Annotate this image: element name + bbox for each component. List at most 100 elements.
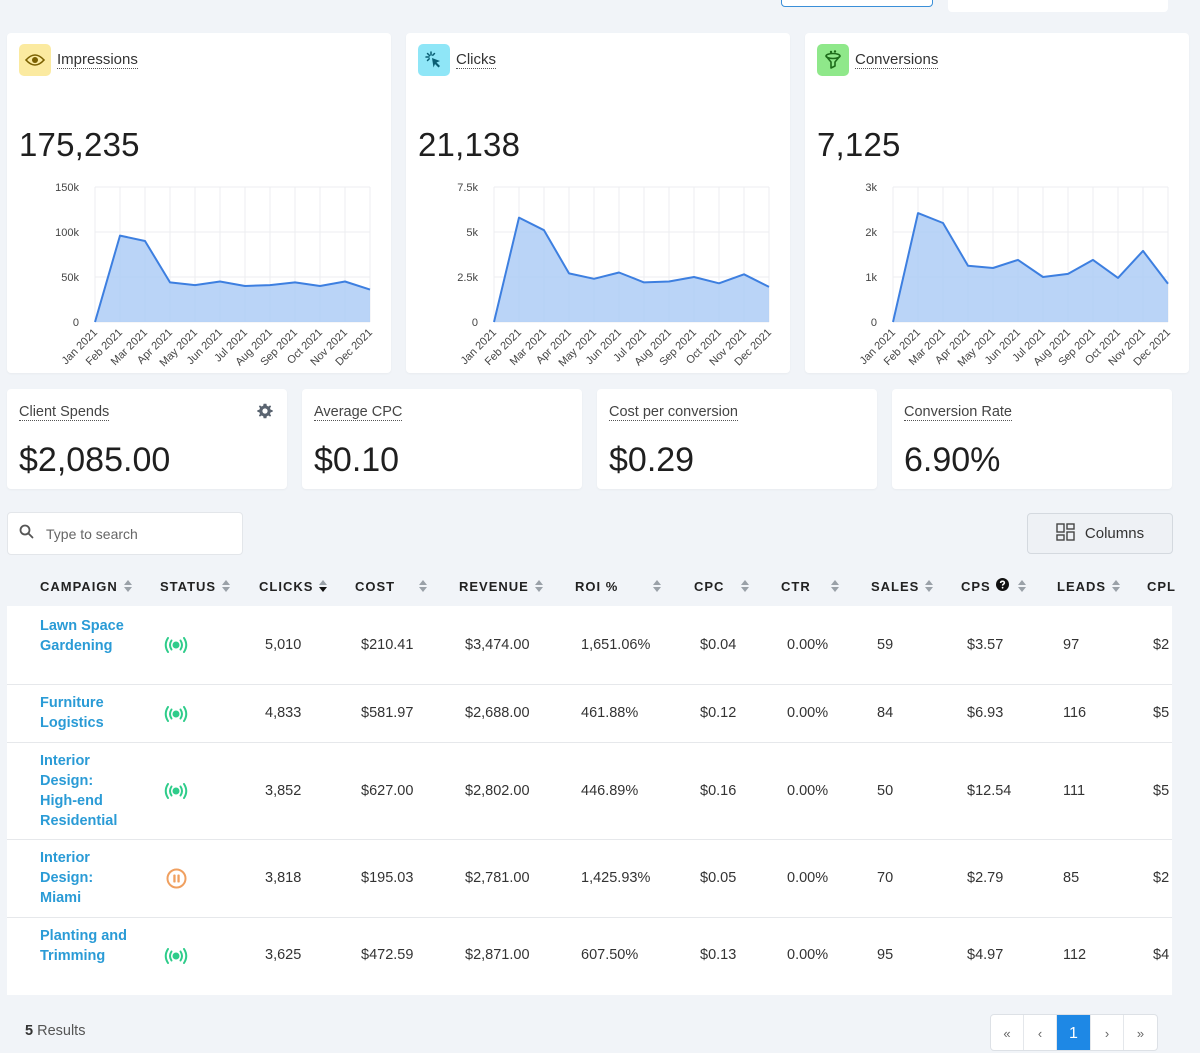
y-tick-label: 2.5k <box>457 272 478 284</box>
top-action-button[interactable] <box>781 0 933 7</box>
y-tick-label: 0 <box>871 317 877 329</box>
conversions-card: Conversions 7,125 3k 2k 1k 0 Jan 2021 Feb 202… <box>805 33 1189 373</box>
client-spends-label[interactable]: Client Spends <box>19 404 110 421</box>
campaign-link[interactable]: Interior Design: High-end Residential <box>40 753 118 829</box>
prev-page-button[interactable]: ‹ <box>1024 1015 1057 1050</box>
sort-icon <box>222 580 231 592</box>
campaign-link[interactable]: Interior Design: Miami <box>40 850 94 906</box>
search-icon <box>19 524 34 544</box>
header-ctr[interactable]: CTR <box>781 566 839 606</box>
average-cpc-card: Average CPC $0.10 <box>302 389 582 489</box>
conversions-title[interactable]: Conversions <box>855 51 939 69</box>
sort-icon <box>653 580 661 592</box>
area-fill <box>893 213 1168 322</box>
campaign-link[interactable]: Furniture Logistics <box>40 695 104 731</box>
revenue-cell: $2,688.00 <box>465 705 530 721</box>
roi-cell: 607.50% <box>581 947 639 963</box>
header-cpl[interactable]: CPL <box>1147 566 1176 606</box>
impressions-title[interactable]: Impressions <box>57 51 138 69</box>
header-cpc[interactable]: CPC <box>694 566 749 606</box>
cps-cell: $4.97 <box>967 947 1004 963</box>
header-clicks[interactable]: CLICKS <box>259 566 328 606</box>
first-page-button[interactable]: « <box>991 1015 1024 1050</box>
table-row: Furniture Logistics 4,833 $581.97 $2,688… <box>7 685 1172 743</box>
last-page-button[interactable]: » <box>1136 1026 1145 1041</box>
cost-cell: $195.03 <box>361 870 414 886</box>
cursor-click-icon <box>418 44 450 76</box>
gear-icon[interactable] <box>257 403 273 424</box>
ctr-cell: 0.00% <box>787 947 829 963</box>
clicks-cell: 3,818 <box>265 870 302 886</box>
series-line <box>493 216 770 323</box>
table-row: Lawn Space Gardening 5,010 $210.41 $3,47… <box>7 606 1172 685</box>
sort-icon <box>419 580 427 592</box>
y-tick-label: 150k <box>55 182 79 194</box>
y-tick-label: 1k <box>865 272 877 284</box>
revenue-cell: $2,781.00 <box>465 870 530 886</box>
y-tick-label: 100k <box>55 227 79 239</box>
clicks-cell: 4,833 <box>265 705 302 721</box>
leads-cell: 97 <box>1063 637 1080 653</box>
cost-cell: $210.41 <box>361 637 414 653</box>
header-status[interactable]: STATUS <box>160 566 231 606</box>
y-tick-label: 5k <box>466 227 478 239</box>
y-tick-label: 0 <box>73 317 79 329</box>
cost-per-conversion-label[interactable]: Cost per conversion <box>609 404 738 421</box>
ctr-cell: 0.00% <box>787 783 829 799</box>
active-status-icon <box>164 782 188 805</box>
results-label: Results <box>37 1023 86 1039</box>
cpc-cell: $0.13 <box>700 947 737 963</box>
next-page-button[interactable]: › <box>1091 1015 1124 1050</box>
campaign-link[interactable]: Lawn Space Gardening <box>40 618 124 654</box>
top-date-field[interactable] <box>948 0 1168 12</box>
clicks-title[interactable]: Clicks <box>456 51 496 69</box>
cost-per-conversion-value: $0.29 <box>609 441 695 479</box>
header-clicks-label: CLICKS <box>259 578 314 594</box>
clicks-value: 21,138 <box>418 126 521 163</box>
cost-per-conversion-card: Cost per conversion $0.29 <box>597 389 877 489</box>
header-campaign[interactable]: CAMPAIGN <box>40 566 132 606</box>
header-campaign-label: CAMPAIGN <box>40 578 118 594</box>
sort-icon <box>123 580 132 592</box>
pagination: « ‹ 1 › » <box>990 1014 1158 1051</box>
leads-cell: 116 <box>1063 705 1087 721</box>
columns-button[interactable]: Columns <box>1027 513 1173 554</box>
revenue-cell: $2,871.00 <box>465 947 530 963</box>
cost-cell: $581.97 <box>361 705 414 721</box>
header-cpc-label: CPC <box>694 578 725 594</box>
header-sales[interactable]: SALES <box>871 566 934 606</box>
sort-icon <box>534 580 543 592</box>
y-tick-label: 50k <box>61 272 79 284</box>
cpc-cell: $0.05 <box>700 870 737 886</box>
sort-icon <box>831 580 839 592</box>
header-revenue[interactable]: REVENUE <box>459 566 543 606</box>
page-1-button[interactable]: 1 <box>1057 1015 1091 1050</box>
header-leads[interactable]: LEADS <box>1057 566 1121 606</box>
clicks-card: Clicks 21,138 7.5k 5k 2.5k 0 Jan 2021 Feb 202… <box>406 33 790 373</box>
cpc-cell: $0.12 <box>700 705 737 721</box>
header-cps-label: CPS <box>961 578 991 594</box>
sort-icon <box>1017 580 1026 592</box>
ctr-cell: 0.00% <box>787 637 829 653</box>
y-tick-label: 3k <box>865 182 877 194</box>
columns-icon <box>1056 522 1075 545</box>
campaign-link[interactable]: Planting and Trimming <box>40 928 127 964</box>
search-input[interactable] <box>46 525 216 542</box>
columns-label: Columns <box>1084 525 1145 542</box>
client-spends-card: Client Spends $2,085.00 <box>7 389 287 489</box>
search-box <box>7 512 243 555</box>
header-roi[interactable]: ROI % <box>575 566 661 606</box>
cps-cell: $6.93 <box>967 705 1004 721</box>
sort-icon <box>741 580 749 592</box>
help-icon[interactable] <box>995 578 1009 594</box>
sales-cell: 50 <box>877 783 894 799</box>
header-cps[interactable]: CPS <box>961 566 1026 606</box>
conversion-rate-label[interactable]: Conversion Rate <box>904 404 1012 421</box>
conversions-header: Conversions <box>817 44 939 76</box>
header-cost[interactable]: COST <box>355 566 427 606</box>
header-cpl-label: CPL <box>1147 578 1176 594</box>
header-cost-label: COST <box>355 578 396 594</box>
cost-cell: $627.00 <box>361 783 414 799</box>
average-cpc-label[interactable]: Average CPC <box>314 404 403 421</box>
